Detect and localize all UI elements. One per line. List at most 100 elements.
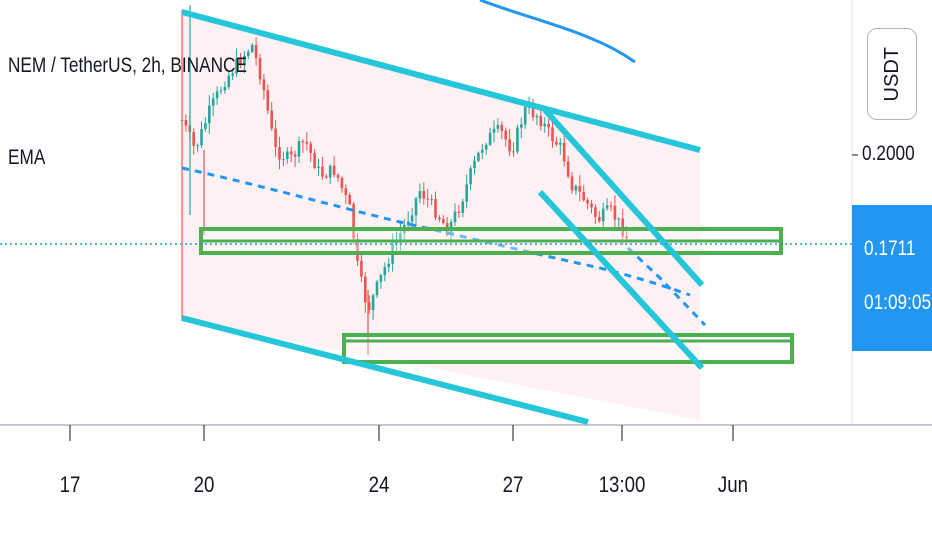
candle-body: [250, 45, 254, 52]
candle-body: [547, 123, 550, 128]
candle-body: [243, 55, 246, 65]
time-tick-label: 17: [59, 472, 81, 497]
candle-body: [520, 124, 523, 128]
candle-body: [289, 151, 293, 155]
candle-body: [332, 165, 336, 175]
candle-body: [551, 127, 554, 142]
candle-body: [196, 145, 199, 147]
indicator-legend[interactable]: EMA: [8, 146, 46, 169]
candle-body: [406, 221, 410, 226]
candle-body: [215, 91, 219, 99]
candle-body: [200, 129, 203, 146]
candle-body: [613, 205, 617, 220]
candle-body: [438, 217, 441, 220]
ema-dashed-line-projection: [626, 246, 707, 327]
inner-channel-lower-line: [537, 189, 705, 371]
candle-body: [535, 115, 539, 118]
currency-button-label: USDT: [880, 46, 903, 102]
candle-body: [523, 106, 527, 125]
time-tick-label: 13:00: [598, 472, 646, 497]
candle-body: [313, 152, 316, 168]
candle-body: [453, 211, 457, 222]
candle-body: [321, 166, 324, 177]
candle-body: [590, 203, 593, 208]
current-price-value: 0.1711: [864, 237, 916, 260]
candle-body: [422, 191, 426, 199]
candle-body: [488, 132, 492, 145]
candle-body: [348, 195, 351, 205]
symbol-legend[interactable]: NEM / TetherUS, 2h, BINANCE: [8, 54, 247, 77]
candle-body: [500, 124, 504, 131]
channel-upper-line: [181, 9, 701, 153]
candle-body: [555, 141, 558, 145]
candle-body: [559, 142, 562, 145]
candle-body: [266, 90, 270, 111]
time-tick-marks: [69, 425, 734, 441]
candle-body: [574, 185, 578, 191]
time-tick-label: 20: [193, 472, 215, 497]
candle-body: [430, 199, 433, 201]
candle-body: [566, 161, 570, 177]
candle-body: [516, 127, 519, 152]
candle-body: [356, 238, 359, 261]
candle-body: [305, 142, 309, 144]
candle-body: [371, 295, 375, 311]
candle-body: [204, 123, 207, 129]
candle-body: [223, 87, 227, 91]
candle-body: [352, 204, 355, 239]
price-tick-label: 0.2000: [862, 142, 915, 165]
ema-line-long: [479, 0, 636, 64]
candle-body: [379, 275, 383, 282]
candle-body: [367, 302, 371, 310]
candle-body: [364, 276, 367, 303]
candle-body: [442, 219, 445, 224]
candle-body: [184, 119, 188, 126]
candle-body: [465, 184, 468, 202]
candle-body: [254, 45, 258, 59]
candle-body: [387, 263, 390, 268]
candle-body: [328, 165, 332, 178]
candle-body: [360, 260, 363, 277]
candle-body: [617, 218, 621, 220]
candle-body: [297, 141, 301, 157]
currency-button[interactable]: USDT: [867, 28, 917, 120]
candle-body: [235, 58, 238, 74]
candle-body: [434, 199, 437, 218]
candle-body: [418, 191, 422, 199]
candles-series: [180, 5, 628, 355]
candle-body: [477, 152, 480, 161]
candle-body: [457, 211, 461, 213]
candle-body: [543, 123, 546, 127]
candle-body: [508, 139, 511, 152]
candle-body: [461, 201, 465, 213]
candle-body: [473, 160, 476, 169]
candle-body: [317, 166, 320, 168]
candle-body: [301, 141, 305, 143]
time-tick-label: 24: [368, 472, 390, 497]
candle-body: [227, 75, 231, 87]
candle-body: [582, 191, 585, 201]
candle-body: [309, 143, 312, 153]
candle-body: [578, 185, 582, 192]
candle-body: [383, 267, 387, 276]
candle-body: [262, 79, 266, 91]
channel-lower-line: [181, 315, 589, 425]
candle-body: [601, 208, 605, 222]
candle-body: [414, 198, 418, 216]
candle-body: [340, 177, 344, 189]
candle-body: [192, 132, 195, 146]
candle-body: [598, 217, 601, 222]
candle-body: [211, 98, 215, 106]
candle-body: [605, 205, 609, 209]
candle-body: [492, 128, 496, 133]
current-price-badge: 0.1711 01:09:05: [852, 205, 932, 351]
candle-body: [247, 51, 250, 56]
candle-body: [336, 174, 340, 178]
candle-body: [426, 198, 429, 200]
bar-countdown: 01:09:05: [864, 291, 932, 314]
candle-body: [625, 236, 628, 239]
candle-body: [539, 115, 543, 127]
inner-channel-upper-line: [542, 107, 705, 288]
candle-body: [484, 144, 488, 150]
